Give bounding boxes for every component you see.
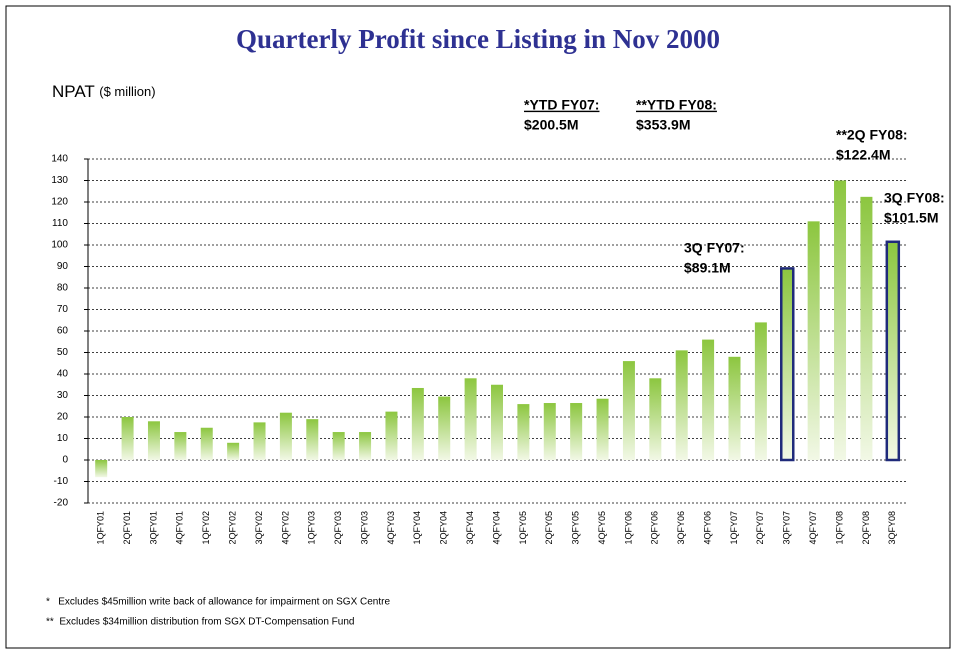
bar (702, 339, 715, 460)
y-unit: ($ million) (99, 84, 155, 99)
y-tick-label: 40 (57, 369, 69, 380)
bar (754, 322, 767, 460)
bar (543, 403, 556, 460)
bar (385, 411, 398, 460)
y-tick-label: 120 (51, 197, 68, 208)
bar (200, 427, 213, 460)
y-tick-label: 100 (51, 240, 68, 251)
bar (491, 384, 503, 460)
x-tick-label: 1QFY02 (201, 511, 211, 545)
frame (5, 5, 951, 649)
x-tick-label: 4QFY01 (175, 511, 185, 545)
x-tick-label: 3QFY05 (571, 511, 581, 545)
bar (121, 417, 134, 460)
x-tick-label: 1QFY05 (518, 511, 528, 545)
bar (780, 267, 795, 462)
annotation-title: 3Q FY08: (884, 190, 945, 206)
bar (332, 432, 345, 460)
bar (411, 387, 424, 460)
bar (834, 180, 847, 460)
x-tick-label: 3QFY03 (359, 511, 369, 545)
x-tick-label: 2QFY07 (755, 511, 765, 545)
chart-title: Quarterly Profit since Listing in Nov 20… (236, 24, 720, 54)
bar (279, 412, 292, 460)
x-tick-label: 3QFY07 (782, 511, 792, 545)
bar (885, 240, 901, 462)
x-tick-label: 4QFY02 (280, 511, 290, 545)
bar (438, 396, 451, 460)
x-tick-label: 1QFY01 (96, 511, 106, 545)
x-tick-label: 1QFY07 (729, 511, 739, 545)
x-tick-label: 3QFY01 (148, 511, 158, 545)
x-tick-label: 2QFY05 (544, 511, 554, 545)
x-tick-label: 3QFY06 (676, 511, 686, 545)
bar (649, 378, 662, 460)
annotation-value: $89.1M (684, 260, 731, 276)
bar (622, 361, 635, 460)
bar (147, 421, 160, 460)
x-tick-label: 1QFY08 (834, 511, 844, 545)
y-tick-label: 110 (52, 218, 68, 229)
y-tick-label: 30 (57, 390, 69, 401)
x-tick-label: 3QFY02 (254, 511, 264, 545)
x-tick-label: 4QFY07 (808, 511, 818, 545)
x-tick-label: 2QFY04 (439, 511, 449, 545)
bar (95, 460, 108, 478)
y-tick-label: 90 (57, 261, 69, 272)
footnote: ** Excludes $34million distribution from… (46, 617, 354, 628)
x-tick-label: 3QFY04 (465, 511, 475, 545)
bar (517, 404, 530, 460)
bar (675, 350, 688, 460)
bar (359, 432, 372, 460)
x-tick-label: 4QFY04 (491, 511, 501, 545)
bar (728, 356, 741, 460)
y-tick-label: 70 (57, 304, 69, 315)
y-label-main: NPAT (52, 82, 95, 101)
annotation-title: **YTD FY08: (636, 97, 717, 113)
annotation-title: 3Q FY07: (684, 240, 745, 256)
y-tick-label: 130 (51, 175, 68, 186)
bar (860, 196, 873, 460)
y-tick-label: 10 (57, 433, 69, 444)
y-label: NPAT ($ million) (52, 82, 156, 101)
bar (570, 403, 583, 460)
y-tick-label: 20 (57, 412, 69, 423)
x-tick-label: 2QFY08 (861, 511, 871, 545)
x-tick-label: 3QFY08 (887, 511, 897, 545)
bar (807, 221, 820, 460)
x-tick-label: 2QFY01 (122, 511, 132, 545)
y-tick-label: 60 (57, 326, 69, 337)
bar (253, 422, 266, 460)
x-tick-label: 1QFY06 (623, 511, 633, 545)
x-tick-label: 1QFY03 (307, 511, 317, 545)
bar (596, 398, 609, 460)
y-tick-label: 80 (57, 283, 69, 294)
y-tick-label: -20 (54, 498, 69, 509)
bar (174, 432, 187, 460)
bar (464, 378, 477, 460)
annotation-value: $101.5M (884, 210, 938, 226)
footnote: * Excludes $45million write back of allo… (46, 597, 390, 608)
y-tick-label: 0 (62, 455, 68, 466)
annotation-value: $200.5M (524, 117, 578, 133)
annotation-title: **2Q FY08: (836, 127, 908, 143)
x-tick-label: 4QFY03 (386, 511, 396, 545)
annotation-value: $353.9M (636, 117, 690, 133)
y-tick-label: -10 (54, 476, 69, 487)
bar (227, 442, 240, 460)
y-tick-label: 50 (57, 347, 69, 358)
annotation-title: *YTD FY07: (524, 97, 599, 113)
annotation-value: $122.4M (836, 147, 890, 163)
x-tick-label: 2QFY02 (228, 511, 238, 545)
x-tick-label: 2QFY06 (650, 511, 660, 545)
x-tick-label: 4QFY05 (597, 511, 607, 545)
x-tick-label: 1QFY04 (412, 511, 422, 545)
bar (306, 419, 319, 460)
x-tick-label: 4QFY06 (702, 511, 712, 545)
x-tick-label: 2QFY03 (333, 511, 343, 545)
y-tick-label: 140 (51, 154, 68, 165)
